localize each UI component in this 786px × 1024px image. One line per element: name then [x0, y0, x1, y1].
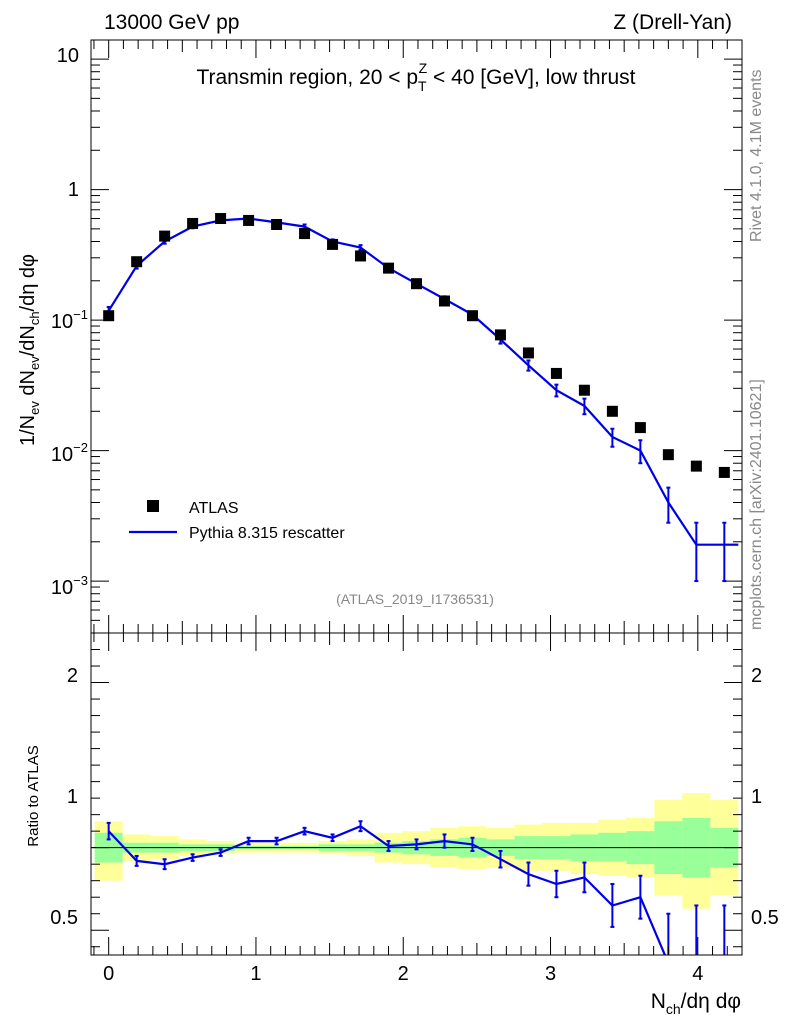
x-tick-label-0: 0: [103, 963, 114, 985]
main-frame: [90, 39, 743, 634]
ratio-tick-label-left-2: 2: [67, 665, 78, 687]
ratio-tick-label-left-05: 0.5: [50, 907, 78, 929]
atlas-point: [662, 449, 674, 461]
ratio-bands: [94, 793, 739, 909]
y-tick-label-1e-2: 10−2: [51, 440, 88, 466]
atlas-point: [327, 238, 339, 250]
ratio-tick-label-right-1: 1: [751, 786, 762, 808]
rivet-label: Rivet 4.1.0, 4.1M events: [748, 69, 765, 242]
main-panel: Transmin region, 20 < pTZ < 40 [GeV], lo…: [17, 39, 743, 634]
ratio-tick-label-right-2: 2: [751, 665, 762, 687]
y-axis-label: 1/Nev dNev/dNch/dη dφ: [17, 254, 42, 446]
ratio-frame: [90, 632, 743, 956]
atlas-point: [215, 213, 227, 225]
analysis-label: (ATLAS_2019_I1736531): [336, 591, 494, 607]
x-tick-label-4: 4: [692, 963, 703, 985]
atlas-point: [299, 228, 311, 240]
header-left: 13000 GeV pp: [104, 11, 239, 34]
atlas-point: [383, 262, 395, 274]
plot-title-a: Transmin region, 20 < p: [196, 66, 418, 89]
main-axis-ticks: [91, 40, 742, 634]
legend-atlas-marker: [147, 500, 159, 512]
atlas-point: [494, 329, 506, 341]
atlas-point: [355, 250, 367, 262]
x-tick-label-3: 3: [545, 963, 556, 985]
y-tick-label-10: 10: [57, 45, 79, 67]
ratio-axis-ticks: [91, 633, 742, 955]
y-tick-label-1: 1: [68, 179, 79, 201]
legend-atlas-label: ATLAS: [189, 500, 239, 517]
y-tick-label-1e-1: 10−1: [51, 307, 88, 333]
y-tick-label-1e-3: 10−3: [51, 573, 88, 599]
atlas-point: [243, 214, 255, 226]
legend: ATLAS Pythia 8.315 rescatter: [129, 500, 345, 542]
atlas-point: [522, 347, 534, 359]
x-tick-labels: 0 1 2 3 4: [103, 963, 703, 985]
mcplots-label: mcplots.cern.ch [arXiv:2401.10621]: [748, 379, 765, 630]
ratio-data: [106, 820, 727, 955]
header-right: Z (Drell-Yan): [613, 11, 732, 34]
atlas-point: [159, 230, 171, 242]
atlas-point: [187, 217, 199, 229]
atlas-point: [606, 405, 618, 417]
atlas-point: [411, 278, 422, 290]
ratio-tick-label-left-1: 1: [67, 786, 78, 808]
ratio-band-stat: [598, 832, 627, 861]
atlas-point: [690, 460, 702, 472]
atlas-point: [578, 384, 590, 396]
x-tick-label-2: 2: [398, 963, 409, 985]
atlas-point: [634, 422, 646, 434]
atlas-point: [550, 367, 562, 379]
main-data: [103, 213, 739, 583]
atlas-point: [718, 466, 730, 478]
atlas-point: [438, 295, 450, 307]
atlas-point: [466, 310, 478, 322]
ratio-y-axis-label: Ratio to ATLAS: [25, 745, 42, 846]
plot-title-sup: Z: [419, 60, 428, 76]
ratio-panel: 2 1 0.5 2 1 0.5 Ratio to ATLAS 0 1 2 3 4…: [25, 632, 779, 1017]
plot-title-sub: T: [418, 78, 427, 94]
x-axis-label: Nch/dη dφ: [651, 990, 741, 1017]
mc-line: [107, 217, 725, 546]
atlas-point: [103, 310, 115, 322]
legend-mc-label: Pythia 8.315 rescatter: [189, 525, 345, 542]
y-tick-labels: 10−3 10−2 10−1 1 10: [51, 45, 88, 599]
x-tick-label-1: 1: [250, 963, 261, 985]
atlas-point: [131, 256, 143, 268]
plot-title-b: < 40 [GeV], low thrust: [427, 66, 636, 89]
ratio-tick-label-right-05: 0.5: [751, 907, 779, 929]
plot-title: Transmin region, 20 < pTZ < 40 [GeV], lo…: [196, 60, 635, 94]
atlas-point: [271, 218, 283, 230]
